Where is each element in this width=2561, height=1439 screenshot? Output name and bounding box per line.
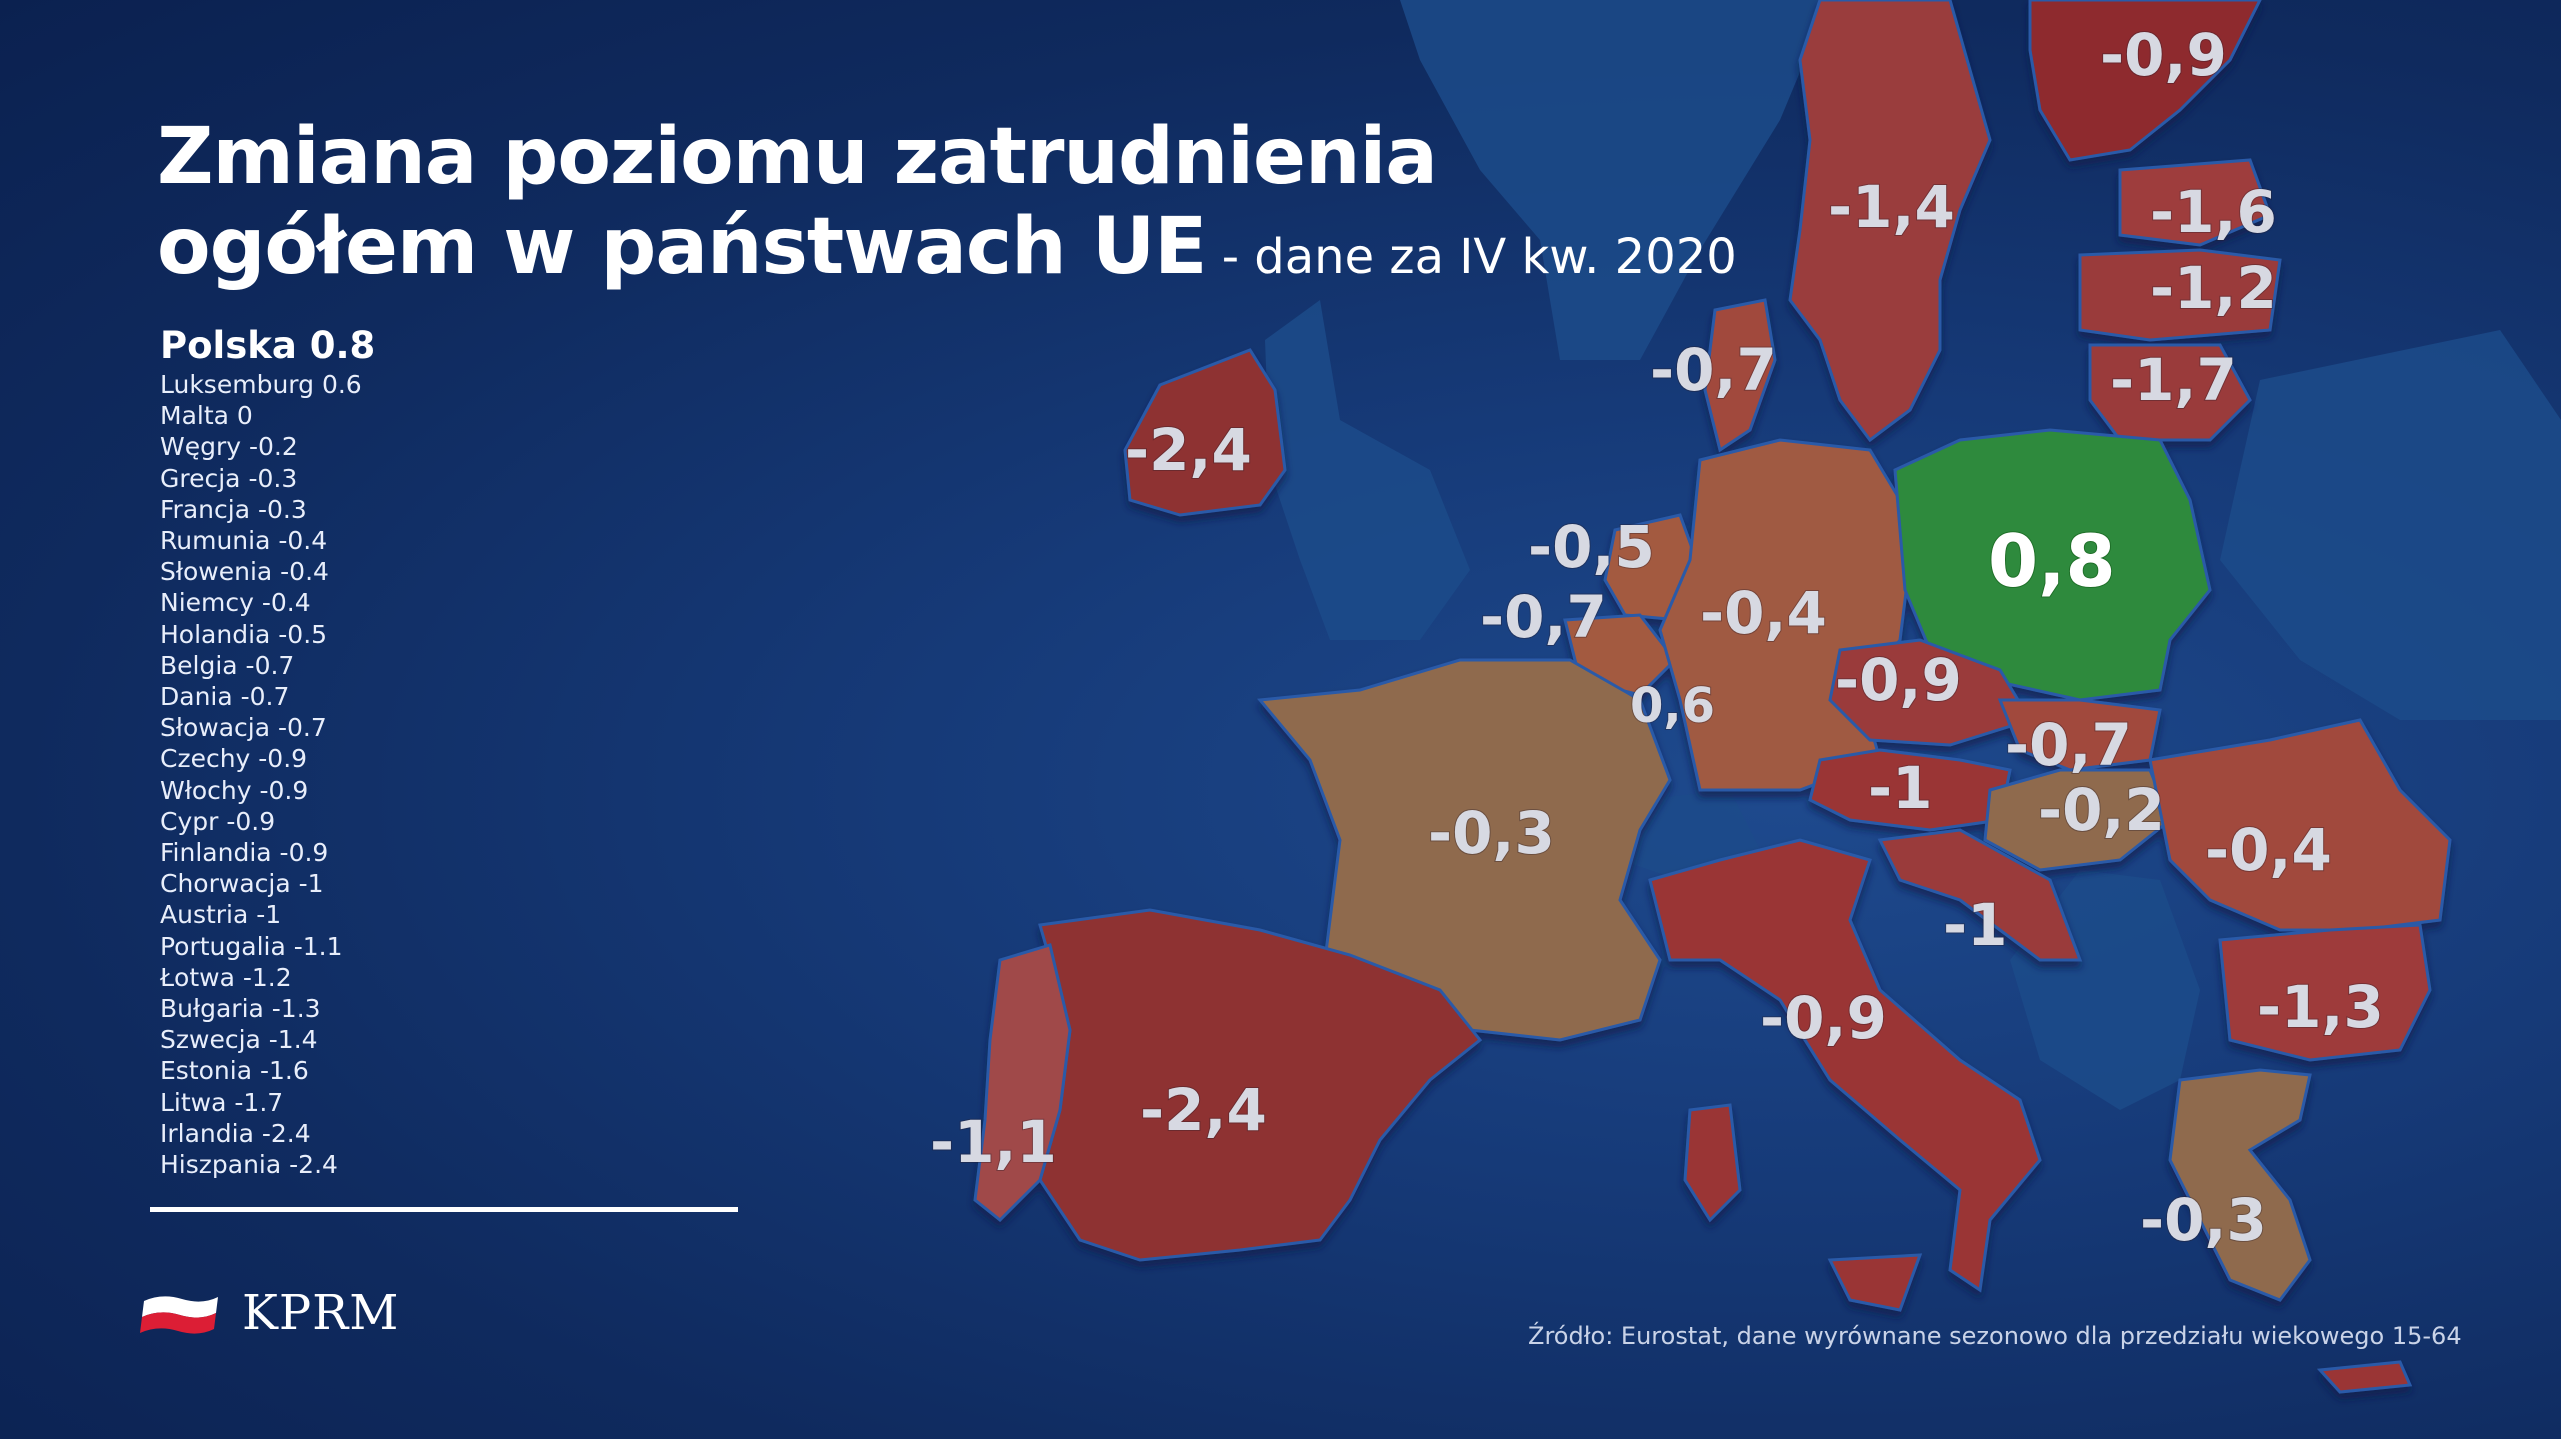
ranking-item: Grecja -0.3 [160,463,298,493]
countries [973,0,2452,1394]
ranking-item: Czechy -0.9 [160,744,308,774]
ranking-item: Chorwacja -1 [160,869,324,899]
ranking-highlight: Polska 0.8 [160,324,376,367]
label-spain: -2,4 [1140,1076,1267,1144]
ranking-item: Irlandia -2.4 [160,1118,311,1148]
ranking-item: Włochy -0.9 [160,775,309,805]
label-luxembourg: 0,6 [1630,678,1715,734]
ranking-item: Finlandia -0.9 [160,838,329,868]
label-lithuania: -1,7 [2110,346,2237,414]
polish-flag-icon [140,1296,218,1334]
ranking-item: Węgry -0.2 [160,432,298,462]
country-greece [2168,1068,2312,1302]
logo-text: KPRM [242,1285,400,1341]
country-portugal [973,943,1072,1223]
ranking-item: Dania -0.7 [160,682,290,712]
country-denmark [1703,298,1777,453]
label-bulgaria: -1,3 [2257,973,2384,1041]
ranking-item: Holandia -0.5 [160,619,328,649]
label-ireland: -2,4 [1125,416,1252,484]
ranking-item: Portugalia -1.1 [160,931,343,961]
ranking-item: Niemcy -0.4 [160,588,311,618]
label-slovakia: -0,7 [2005,711,2132,779]
label-austria: -1 [1868,754,1932,822]
ranking-item: Łotwa -1.2 [160,962,292,992]
kprm-logo: KPRM [140,1285,399,1341]
label-portugal: -1,1 [930,1108,1057,1176]
country-lithuania [2088,343,2252,442]
label-belgium: -0,7 [1480,583,1607,651]
ranking-item: Szwecja -1.4 [160,1025,318,1055]
country-ireland [1123,348,1287,517]
country-france [1257,658,1672,1042]
label-germany: -0,4 [1700,579,1827,647]
ranking-item: Słowacja -0.7 [160,713,327,743]
label-estonia: -1,6 [2150,178,2277,246]
divider [150,1207,738,1212]
ranking-item: Luksemburg 0.6 [160,370,362,399]
label-italy: -0,9 [1760,984,1887,1052]
country-romania [2148,718,2452,932]
ranking-item: Francja -0.3 [160,494,307,524]
country-hungary [1983,768,2172,872]
ranking-item: Cypr -0.9 [160,806,276,836]
ranking-item: Malta 0 [160,401,253,431]
ranking-item: Hiszpania -2.4 [160,1150,338,1180]
label-denmark: -0,7 [1650,336,1777,404]
country-italy-sicily [1827,1253,1923,1312]
country-cyprus [2316,1360,2413,1394]
country-bulgaria [2218,923,2432,1062]
title-line-2-text: ogółem w państwach UE [157,202,1207,292]
ranking-item: Austria -1 [160,900,282,930]
country-czechia [1828,638,2033,747]
label-poland: 0,8 [1988,519,2116,603]
label-latvia: -1,2 [2150,254,2277,322]
label-czechia: -0,9 [1835,646,1962,714]
country-italy-sardinia [1683,1103,1742,1223]
ranking-item: Belgia -0.7 [160,650,295,680]
ranking-item: Estonia -1.6 [160,1056,309,1086]
label-romania: -0,4 [2205,816,2332,884]
label-sweden: -1,4 [1828,173,1955,241]
country-croatia [1877,828,2083,962]
ranking-item: Rumunia -0.4 [160,526,328,556]
label-france: -0,3 [1428,799,1555,867]
title-line-2: ogółem w państwach UE - dane za IV kw. 2… [157,202,1737,302]
label-finland: -0,9 [2100,21,2227,89]
label-hungary: -0,2 [2038,776,2165,844]
ranking-items: Luksemburg 0.6 Malta 0 Węgry -0.2 Grecja -0… [160,369,375,1180]
country-latvia [2078,248,2282,342]
ranking-list: Polska 0.8 Luksemburg 0.6 Malta 0 Węgry -0… [160,325,375,1180]
ranking-item: Słowenia -0.4 [160,557,329,587]
ranking-item: Bułgaria -1.3 [160,994,321,1024]
label-greece: -0,3 [2140,1186,2267,1254]
country-finland [2028,0,2262,162]
label-netherlands: -0,5 [1528,513,1655,581]
title-subtitle: - dane za IV kw. 2020 [1206,229,1737,285]
country-italy [1648,838,2042,1293]
country-estonia [2118,158,2272,247]
title-line-1: Zmiana poziomu zatrudnienia [157,112,1438,202]
page-title: Zmiana poziomu zatrudnienia ogółem w pań… [157,112,1737,302]
source-note: Źródło: Eurostat, dane wyrównane sezonow… [1528,1322,2462,1350]
map-labels: -0,9 -1,4 -1,6 -1,2 -1,7 -0,7 -2,4 -0,5 … [929,20,2385,1255]
country-sweden [1788,0,1992,443]
label-croatia: -1 [1943,891,2007,959]
ranking-item: Litwa -1.7 [160,1087,284,1117]
